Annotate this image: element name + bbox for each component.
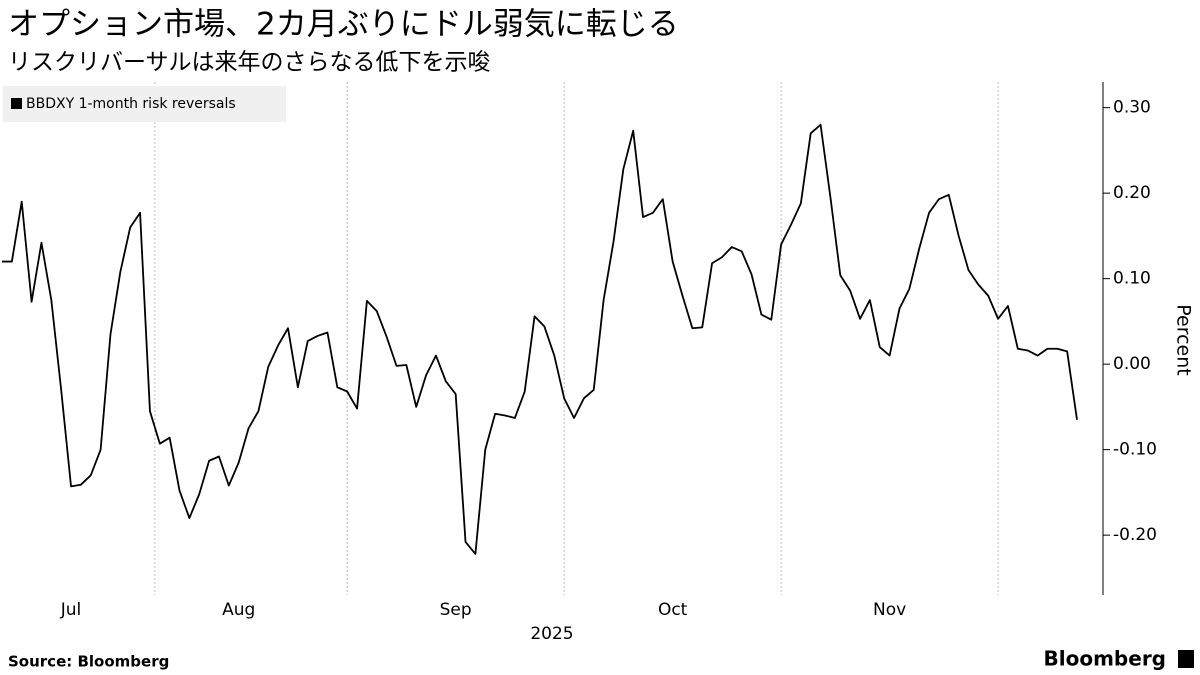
- x-tick-label: Sep: [440, 600, 472, 620]
- y-tick-label: 0.00: [1113, 354, 1151, 374]
- brand: Bloomberg: [1044, 647, 1166, 671]
- y-tick-label: -0.20: [1113, 525, 1157, 545]
- legend-swatch: [11, 98, 22, 109]
- legend-box: [3, 86, 286, 122]
- chart-subtitle: リスクリバーサルは来年のさらなる低下を示唆: [8, 50, 491, 76]
- x-tick-label: Nov: [873, 600, 906, 620]
- chart-title: オプション市場、2カ月ぶりにドル弱気に転じる: [8, 7, 679, 43]
- legend-label: BBDXY 1-month risk reversals: [26, 96, 236, 112]
- y-tick-label: 0.30: [1113, 98, 1151, 118]
- y-tick-label: 0.20: [1113, 183, 1151, 203]
- x-tick-label: Jul: [60, 600, 82, 620]
- x-tick-label: Aug: [222, 600, 255, 620]
- brand-icon: [1178, 650, 1194, 668]
- x-axis-label: 2025: [530, 624, 573, 644]
- x-tick-label: Oct: [658, 600, 688, 620]
- source: Source: Bloomberg: [8, 653, 169, 671]
- line: [2, 123, 1078, 555]
- y-tick-label: 0.10: [1113, 269, 1151, 289]
- y-tick-label: -0.10: [1113, 440, 1157, 460]
- y-axis-label: Percent: [1173, 304, 1195, 376]
